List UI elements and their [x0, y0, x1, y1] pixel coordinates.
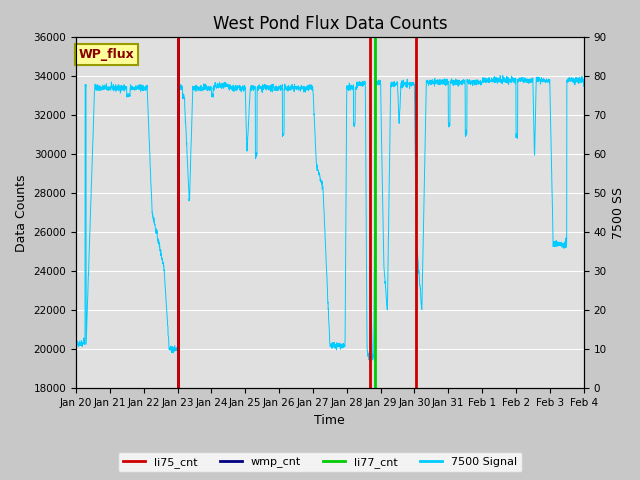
- X-axis label: Time: Time: [314, 414, 345, 427]
- Y-axis label: 7500 SS: 7500 SS: [612, 187, 625, 239]
- Text: WP_flux: WP_flux: [79, 48, 134, 61]
- Legend: li75_cnt, wmp_cnt, li77_cnt, 7500 Signal: li75_cnt, wmp_cnt, li77_cnt, 7500 Signal: [118, 452, 522, 472]
- Title: West Pond Flux Data Counts: West Pond Flux Data Counts: [212, 15, 447, 33]
- Y-axis label: Data Counts: Data Counts: [15, 174, 28, 252]
